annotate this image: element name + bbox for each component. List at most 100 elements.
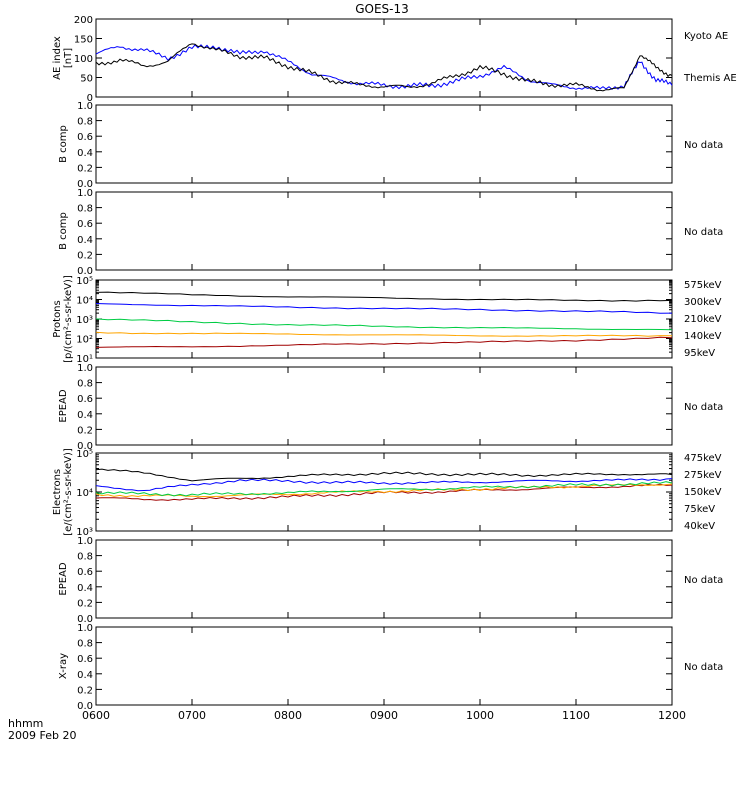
y-axis-label: AE index[nT] [52, 36, 74, 80]
series-line-95kev [95, 291, 673, 302]
panel-frame [95, 104, 673, 184]
no-data-label: No data [684, 402, 723, 413]
y-axis-label: X-ray [58, 653, 69, 679]
plot-title: GOES-13 [355, 2, 409, 16]
y-tick-label: 10⁴ [76, 488, 93, 499]
time-axis: 0600 0700 0800 0900 1000 1100 1200 [82, 709, 686, 722]
panel-frame [95, 18, 673, 98]
y-tick-label: 0.0 [77, 441, 93, 452]
x-tick-label: 1000 [466, 709, 494, 722]
y-tick-label: 0 [87, 93, 93, 104]
series-line-275kev [95, 483, 673, 498]
panel-b2: 0.0 0.2 0.4 0.6 0.8 1.0 B comp No data [58, 188, 723, 277]
y-tick-label: 0.2 [77, 598, 93, 609]
legend-entry: 150keV [684, 487, 722, 498]
y-tick-label: 0.4 [77, 235, 93, 246]
no-data-label: No data [684, 227, 723, 238]
series-line-575kev [95, 336, 673, 348]
panel-epead2: 0.0 0.2 0.4 0.6 0.8 1.0 EPEAD No data [58, 536, 723, 625]
y-tick-label: 0.8 [77, 639, 93, 650]
y-tick-label: 0.2 [77, 250, 93, 261]
panel-epead1: 0.0 0.2 0.4 0.6 0.8 1.0 EPEAD No data [58, 363, 723, 452]
y-tick-label: 0.0 [77, 614, 93, 625]
y-tick-label: 0.6 [77, 219, 93, 230]
no-data-label: No data [684, 575, 723, 586]
y-tick-label: 10³ [76, 315, 93, 326]
x-tick-label: 1200 [658, 709, 686, 722]
legend-entry: 475keV [684, 453, 722, 464]
y-tick-label: 1.0 [77, 188, 93, 199]
y-tick-label: 0.4 [77, 670, 93, 681]
y-tick-label: 10² [76, 335, 93, 346]
y-tick-label: 0.4 [77, 410, 93, 421]
panel-xray: 0.0 0.2 0.4 0.6 0.8 1.0 X-ray No data [58, 623, 723, 712]
panel-protons: 10¹ 10² 10³ 10⁴ 10⁵Protons[p/(cm²-s-sr-keV)]… [52, 275, 722, 365]
y-tick-label: 100 [74, 54, 93, 65]
legend-entry: 210keV [684, 314, 722, 325]
y-tick-label: 10⁴ [76, 296, 93, 307]
legend-entry: 75keV [684, 504, 715, 515]
series-line-themis-ae [95, 43, 673, 92]
y-tick-label: 0.2 [77, 163, 93, 174]
legend-entry: 140keV [684, 331, 722, 342]
y-tick-label: 0.0 [77, 179, 93, 190]
series-line-150kev [95, 481, 673, 497]
y-tick-label: 150 [74, 35, 93, 46]
legend-entry: 40keV [684, 521, 715, 532]
legend-entry: 95keV [684, 348, 715, 359]
y-axis-label: B comp [58, 125, 69, 163]
series-line-40kev [95, 468, 673, 482]
y-tick-label: 0.6 [77, 394, 93, 405]
legend-entry: Themis AE [683, 73, 737, 84]
y-axis-label: EPEAD [58, 389, 69, 423]
panel-frame [95, 191, 673, 271]
y-tick-label: 50 [80, 74, 93, 85]
y-tick-label: 1.0 [77, 101, 93, 112]
y-tick-label: 0.8 [77, 204, 93, 215]
x-tick-label: 0700 [178, 709, 206, 722]
no-data-label: No data [684, 140, 723, 151]
y-axis-label: EPEAD [58, 562, 69, 596]
time-axis-label-date: 2009 Feb 20 [8, 729, 76, 742]
x-tick-label: 0900 [370, 709, 398, 722]
panel-frame [95, 539, 673, 619]
y-tick-label: 200 [74, 15, 93, 26]
y-tick-label: 0.6 [77, 654, 93, 665]
y-tick-label: 10³ [76, 527, 93, 538]
panel-frame [95, 626, 673, 706]
y-tick-label: 0.0 [77, 266, 93, 277]
y-tick-label: 0.2 [77, 685, 93, 696]
series-line-210kev [95, 318, 673, 331]
y-tick-label: 0.0 [77, 701, 93, 712]
x-tick-label: 0800 [274, 709, 302, 722]
series-line-300kev [95, 331, 673, 337]
panel-frame [95, 366, 673, 446]
y-axis-label: Protons[p/(cm²-s-sr-keV)] [52, 275, 74, 363]
x-tick-label: 0600 [82, 709, 110, 722]
legend-entry: Kyoto AE [684, 31, 728, 42]
y-tick-label: 1.0 [77, 363, 93, 374]
y-tick-label: 10¹ [76, 354, 93, 365]
no-data-label: No data [684, 662, 723, 673]
y-tick-label: 0.4 [77, 148, 93, 159]
x-tick-label: 1100 [562, 709, 590, 722]
y-tick-label: 0.2 [77, 425, 93, 436]
y-tick-label: 0.8 [77, 379, 93, 390]
series-line-75kev [95, 478, 673, 492]
series-line-kyoto-ae [95, 44, 673, 90]
y-tick-label: 10⁵ [76, 276, 93, 287]
y-tick-label: 0.4 [77, 583, 93, 594]
legend-entry: 275keV [684, 470, 722, 481]
y-tick-label: 1.0 [77, 536, 93, 547]
y-tick-label: 0.6 [77, 132, 93, 143]
series-line-140kev [95, 303, 673, 314]
time-axis-label-hhmm: hhmm [8, 717, 43, 730]
y-tick-label: 1.0 [77, 623, 93, 634]
y-axis-label: B comp [58, 212, 69, 250]
y-tick-label: 10⁵ [76, 449, 93, 460]
y-tick-label: 0.6 [77, 567, 93, 578]
